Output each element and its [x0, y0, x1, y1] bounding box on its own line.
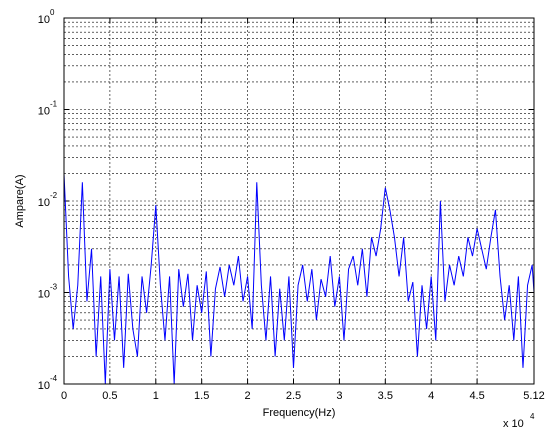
- x-tick-label: 0: [61, 390, 67, 402]
- y-tick-exponent: -1: [50, 100, 58, 109]
- y-tick-label: 10: [38, 105, 50, 117]
- x-tick-label: 0.5: [102, 390, 117, 402]
- x-multiplier-exponent: 4: [530, 412, 535, 421]
- y-tick-label: 10: [38, 14, 50, 26]
- line-series: [64, 173, 534, 384]
- x-tick-label: 1.5: [194, 390, 209, 402]
- y-tick-exponent: -2: [50, 191, 58, 200]
- y-tick-exponent: -4: [50, 374, 58, 383]
- x-multiplier: x 10: [503, 418, 524, 430]
- plot-area: [64, 18, 534, 384]
- x-tick-label: 3: [336, 390, 342, 402]
- x-tick-label: 2.5: [286, 390, 301, 402]
- x-tick-label: 4.5: [469, 390, 484, 402]
- y-tick-label: 10: [38, 288, 50, 300]
- y-tick-exponent: 0: [50, 8, 55, 17]
- y-axis-label: Ampare(A): [14, 174, 26, 227]
- x-tick-label: 3.5: [378, 390, 393, 402]
- y-tick-exponent: -3: [50, 283, 58, 292]
- x-tick-label: 4: [428, 390, 434, 402]
- y-tick-label: 10: [38, 197, 50, 209]
- y-tick-label: 10: [38, 380, 50, 392]
- x-tick-label: 1: [153, 390, 159, 402]
- x-tick-label: 5.12: [523, 390, 544, 402]
- x-axis-label: Frequency(Hz): [263, 407, 336, 419]
- x-tick-label: 2: [245, 390, 251, 402]
- plot-frame: [63, 17, 535, 385]
